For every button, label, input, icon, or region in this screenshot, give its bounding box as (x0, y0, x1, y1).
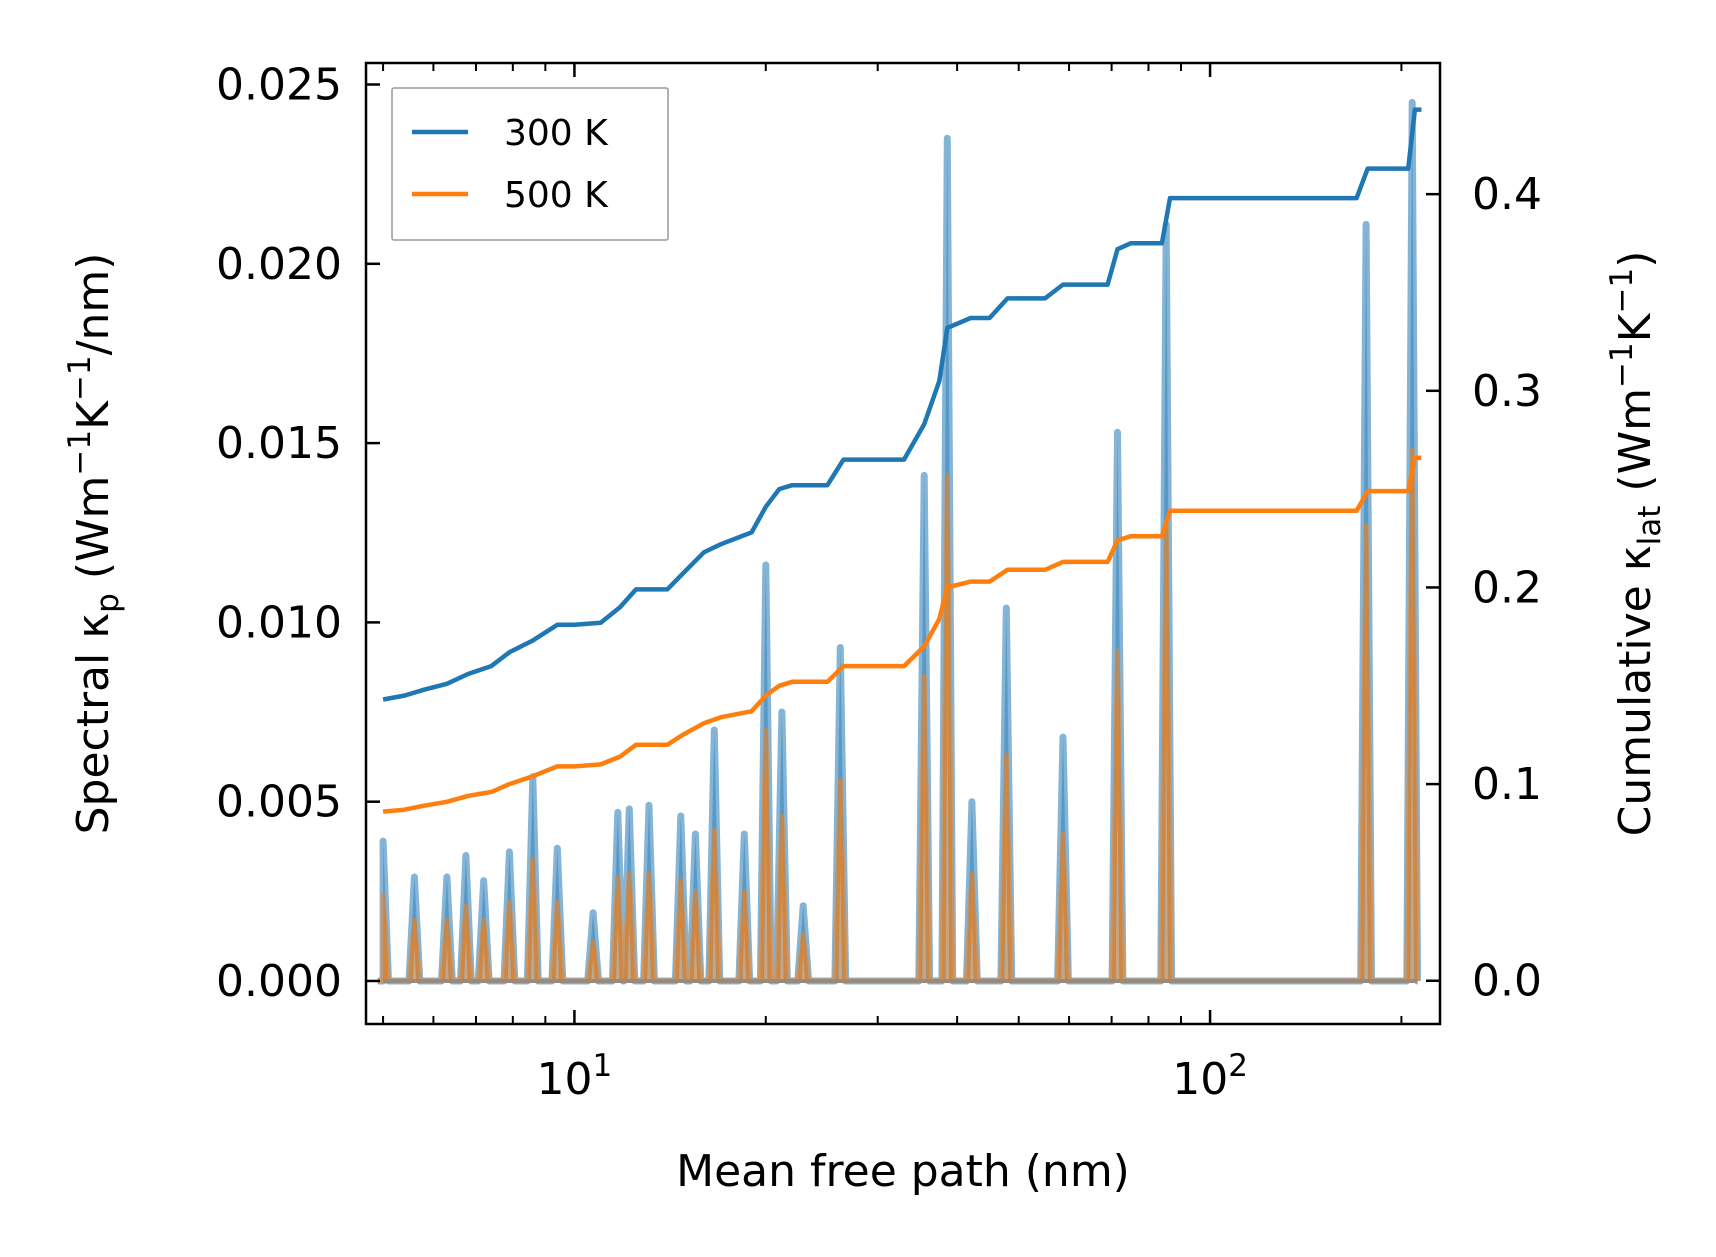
axis-ticks-group (366, 63, 1440, 1024)
spectral-peak-300k-24 (1063, 737, 1064, 738)
spectral-peak-500k-16 (765, 730, 766, 731)
spectral-peak-300k-10 (629, 808, 630, 809)
spectral-peak-500k-3 (465, 905, 466, 906)
spectral-line-500k (377, 447, 1420, 984)
spectral-peak-300k-17 (781, 712, 782, 713)
spectral-peak-300k-12 (680, 816, 681, 817)
spectral-peak-300k-8 (593, 912, 594, 913)
spectral-peak-300k-13 (695, 834, 696, 835)
spectral-peak-500k-2 (446, 920, 447, 921)
x-axis-title: Mean free path (nm) (676, 1146, 1130, 1197)
spectral-peak-500k-15 (744, 891, 745, 892)
axis-labels-group: 101 102 0.000 0.005 0.010 0.015 0.020 0.025 0.0 0… (62, 60, 1668, 1197)
spectral-peak-500k-27 (1366, 525, 1367, 526)
legend-label: 300 K (504, 113, 609, 154)
spectral-peak-300k-23 (1006, 608, 1007, 609)
spectral-peak-500k-23 (1006, 755, 1007, 756)
spectral-peak-300k-2 (446, 877, 447, 878)
x-tick-label: 101 (537, 1048, 613, 1105)
y-left-tick-label: 0.000 (216, 956, 342, 1007)
spectral-peak-300k-27 (1366, 224, 1367, 225)
y-left-tick-label: 0.020 (216, 239, 342, 290)
x-tick-label: 102 (1172, 1048, 1248, 1105)
cumulative-series-group (382, 107, 1422, 814)
spectral-peak-500k-13 (695, 891, 696, 892)
spectral-peak-500k-18 (803, 934, 804, 935)
legend: 300 K 500 K (391, 87, 669, 241)
spectral-series-group (377, 98, 1421, 985)
spectral-peak-500k-12 (680, 880, 681, 881)
y-right-tick-label: 0.2 (1472, 562, 1542, 613)
spectral-peak-500k-6 (532, 859, 533, 860)
y-right-tick-label: 0.0 (1472, 956, 1542, 1007)
spectral-peak-300k-7 (557, 848, 558, 849)
spectral-peak-300k-28 (1412, 102, 1413, 103)
spectral-peak-300k-18 (803, 905, 804, 906)
y-right-axis-title: Cumulative κlat (Wm−1K−1) (1604, 251, 1668, 837)
spectral-peak-300k-21 (947, 138, 948, 139)
spectral-peak-300k-14 (714, 730, 715, 731)
cumulative-line-500k (382, 455, 1422, 814)
spectral-peak-300k-9 (617, 812, 618, 813)
spectral-peak-500k-25 (1117, 651, 1118, 652)
spectral-peak-300k-5 (509, 851, 510, 852)
spectral-peak-500k-10 (629, 873, 630, 874)
spectral-peak-300k-0 (383, 841, 384, 842)
y-left-tick-label: 0.025 (216, 60, 342, 111)
spectral-peak-500k-7 (557, 902, 558, 903)
cumulative-line-300k (382, 107, 1422, 702)
spectral-peak-500k-21 (947, 475, 948, 476)
spectral-peak-300k-19 (840, 647, 841, 648)
spectral-peak-500k-28 (1412, 450, 1413, 451)
spectral-peak-500k-0 (383, 894, 384, 895)
legend-box (391, 87, 669, 241)
spectral-peak-500k-11 (649, 873, 650, 874)
y-left-tick-label: 0.015 (216, 418, 342, 469)
y-left-tick-label: 0.010 (216, 597, 342, 648)
spectral-peak-500k-4 (483, 920, 484, 921)
spectral-peak-300k-22 (971, 801, 972, 802)
spectral-peak-500k-22 (971, 873, 972, 874)
y-left-tick-label: 0.005 (216, 777, 342, 828)
y-right-tick-label: 0.4 (1472, 169, 1542, 220)
y-right-tick-label: 0.1 (1472, 759, 1542, 810)
spectral-peak-500k-19 (840, 780, 841, 781)
spectral-peak-500k-5 (509, 902, 510, 903)
spectral-peak-300k-3 (465, 855, 466, 856)
spectral-peak-300k-25 (1117, 432, 1118, 433)
spectral-peak-300k-1 (414, 877, 415, 878)
legend-label: 500 K (504, 175, 609, 216)
spectral-peak-300k-4 (483, 880, 484, 881)
spectral-peak-500k-14 (714, 830, 715, 831)
spectral-peak-300k-11 (649, 805, 650, 806)
spectral-peak-500k-17 (781, 816, 782, 817)
spectral-peak-500k-1 (414, 920, 415, 921)
spectral-peak-500k-20 (924, 676, 925, 677)
plot-frame (364, 61, 1442, 1026)
spectral-peak-500k-24 (1063, 834, 1064, 835)
spectral-peak-300k-20 (924, 475, 925, 476)
spectral-peak-500k-8 (593, 941, 594, 942)
y-left-axis-title: Spectral κp (Wm−1K−1/nm) (62, 253, 126, 835)
spectral-peak-300k-15 (744, 834, 745, 835)
spectral-peak-500k-9 (617, 877, 618, 878)
y-right-tick-label: 0.3 (1472, 366, 1542, 417)
spectral-peak-300k-16 (765, 565, 766, 566)
